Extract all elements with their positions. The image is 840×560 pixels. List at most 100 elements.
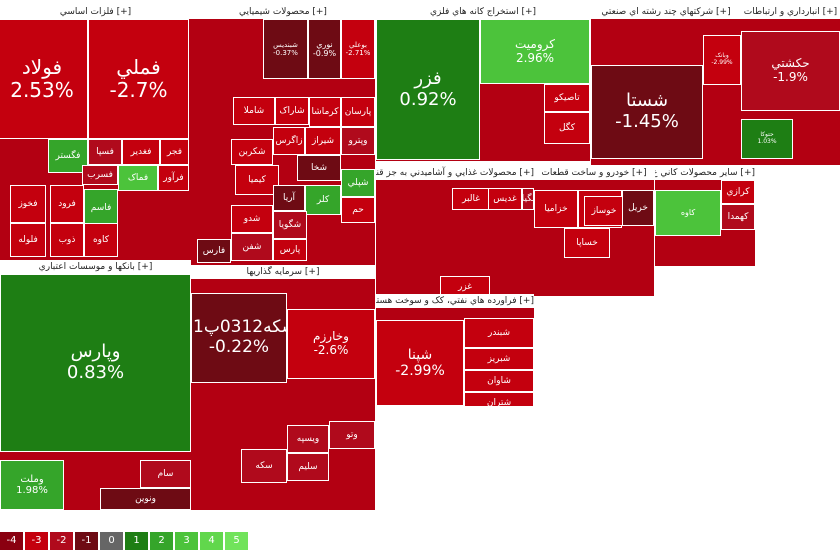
tile-2-3[interactable]: کگل [544,112,590,144]
sector-body: حکشتي -1.9% حتوکا 1.03% [741,19,840,165]
tile-7-3[interactable]: غزر [440,276,490,294]
tile-1-5[interactable]: شاراک [275,97,309,125]
tile-change: -2.99% [711,59,733,66]
tile-0-0[interactable]: فولاد 2.53% [0,19,88,139]
tile-1-16[interactable]: آريا [273,185,305,211]
tile-9-3[interactable]: خوساز [584,196,624,226]
tile-2-0[interactable]: فزر 0.92% [376,19,480,160]
tile-1-12[interactable]: شخا [297,155,341,181]
tile-8-4[interactable]: شتران [464,392,534,406]
tile-0-5[interactable]: فگستر [48,139,88,173]
tile-symbol: شپلي [347,177,369,188]
tile-0-13[interactable]: ذوب [50,223,84,257]
tile-1-14[interactable]: حم [341,197,375,223]
tile-1-19[interactable]: پارس [273,239,307,261]
tile-1-0[interactable]: بوعلي -2.71% [341,19,375,79]
tile-0-1[interactable]: فملي -2.7% [88,19,189,139]
tile-6-4[interactable]: سليم [287,453,329,481]
tile-1-1[interactable]: نوري -0.9% [308,19,341,79]
tile-9-4[interactable]: خريل [622,190,654,226]
tile-4-0[interactable]: حکشتي -1.9% [741,31,840,111]
tile-8-1[interactable]: شبندر [464,318,534,348]
tile-symbol: شستا [625,90,669,112]
tile-1-20[interactable]: شفن [231,233,273,261]
tile-7-2[interactable]: غگيلا [522,188,534,210]
tile-5-1[interactable]: وملت 1.98% [0,460,64,510]
tile-1-3[interactable]: پارسان [341,97,375,127]
sector-3: [+] شرکتهاي چند رشته اي صنعتي شستا -1.45% و… [591,5,741,165]
tile-symbol: تاصيکو [554,92,580,103]
tile-symbol: فزر [414,67,442,89]
tile-symbol: شيراز [311,135,335,146]
tile-9-0[interactable]: خزامیا [534,190,578,228]
sector-header[interactable]: [+] محصولات شيميايي [191,5,375,20]
tile-0-12[interactable]: فلوله [10,223,46,257]
tile-7-1[interactable]: غديس [488,188,522,210]
sector-header[interactable]: [+] بانکها و موسسات اعتباري [0,260,191,275]
tile-5-2[interactable]: سام [140,460,191,488]
sector-header[interactable]: [+] محصولات غذايي و آشاميدني به جز قند و… [376,166,534,181]
tile-0-11[interactable]: فاسم [84,189,118,227]
sector-header[interactable]: [+] شرکتهاي چند رشته اي صنعتي [591,5,741,20]
color-legend: -4 -3 -2 -1 0 1 2 3 4 5 [0,532,250,550]
tile-8-2[interactable]: شبريز [464,348,534,370]
tile-1-8[interactable]: شيراز [305,127,341,155]
tile-0-4[interactable]: فسپا [88,139,122,165]
tile-10-1[interactable]: کرازي [721,180,755,204]
tile-symbol: کلر [316,194,330,205]
tile-1-4[interactable]: کرماشا [309,97,341,127]
sector-header[interactable]: [+] ساير محصولات کاني غ [655,166,755,181]
tile-1-2[interactable]: شبنديس -0.37% [263,19,308,79]
tile-2-1[interactable]: کروميت 2.96% [480,19,590,84]
tile-symbol: شاوان [487,375,511,386]
tile-2-2[interactable]: تاصيکو [544,84,590,112]
sector-header[interactable]: [+] خودرو و ساخت قطعات [534,166,654,181]
tile-6-2[interactable]: ويسپه [287,425,329,453]
tile-1-7[interactable]: وپترو [341,127,375,155]
tile-6-0[interactable]: سکه0312پ01-0.22% [191,293,287,383]
tile-symbol: شبندر [487,327,511,338]
tile-10-0[interactable]: کاوه [655,190,721,236]
tile-0-14[interactable]: کاوه [84,223,118,257]
tile-0-8[interactable]: فسرب [82,165,118,185]
tile-1-11[interactable]: شپلي [341,169,375,197]
tile-0-9[interactable]: فخوز [10,185,46,223]
tile-6-3[interactable]: سکه [241,449,287,483]
tile-0-2[interactable]: فجر [160,139,189,165]
tile-8-3[interactable]: شاوان [464,370,534,392]
tile-1-18[interactable]: شدو [231,205,273,233]
sector-header[interactable]: [+] سرمايه گذاريها [191,265,375,280]
tile-1-6[interactable]: شاملا [233,97,275,125]
sector-body: کاوه کرازي کهمدا [655,180,755,266]
tile-5-0[interactable]: وپارس 0.83% [0,274,191,452]
tile-10-2[interactable]: کهمدا [721,204,755,230]
tile-symbol: وتو [346,429,358,440]
tile-1-13[interactable]: کيميا [235,165,279,195]
tile-3-0[interactable]: شستا -1.45% [591,65,703,159]
tile-3-1[interactable]: وبانک -2.99% [703,35,741,85]
tile-6-5[interactable]: وتو [329,421,375,449]
tile-symbol: فغدير [130,146,152,157]
sector-header[interactable]: [+] استخراج کانه هاي فلزي [376,5,590,20]
sector-body: بوعلي -2.71% نوري -0.9% شبنديس -0.37% پارسان کر… [191,19,375,265]
tile-1-9[interactable]: زاگرس [273,127,305,155]
tile-1-15[interactable]: کلر [305,185,341,215]
tile-0-10[interactable]: فرود [50,185,84,223]
sector-header[interactable]: [+] فلزات اساسي [0,5,191,20]
tile-0-3[interactable]: فغدير [122,139,160,165]
tile-4-1[interactable]: حتوکا 1.03% [741,119,793,159]
sector-header[interactable]: [+] انبارداري و ارتباطات [741,5,840,20]
tile-6-1[interactable]: وخارزم -2.6% [287,309,375,379]
tile-1-17[interactable]: شگويا [273,211,307,239]
tile-8-0[interactable]: شپنا -2.99% [376,320,464,406]
tile-0-7[interactable]: فماک [118,165,158,191]
tile-5-3[interactable]: ونوين [100,488,191,510]
sector-1: [+] محصولات شيميايي بوعلي -2.71% نوري -0.9% ش… [191,5,375,265]
tile-1-21[interactable]: فارس [197,239,231,263]
tile-symbol: کروميت [515,36,555,51]
tile-1-10[interactable]: شکربن [231,139,273,165]
tile-0-6[interactable]: فرآور [158,165,189,191]
tile-9-2[interactable]: خساپا [564,228,610,258]
tile-7-0[interactable]: غالبر [452,188,490,210]
sector-header[interactable]: [+] فراورده هاي نفتي، کک و سوخت هسته اي [376,294,534,309]
